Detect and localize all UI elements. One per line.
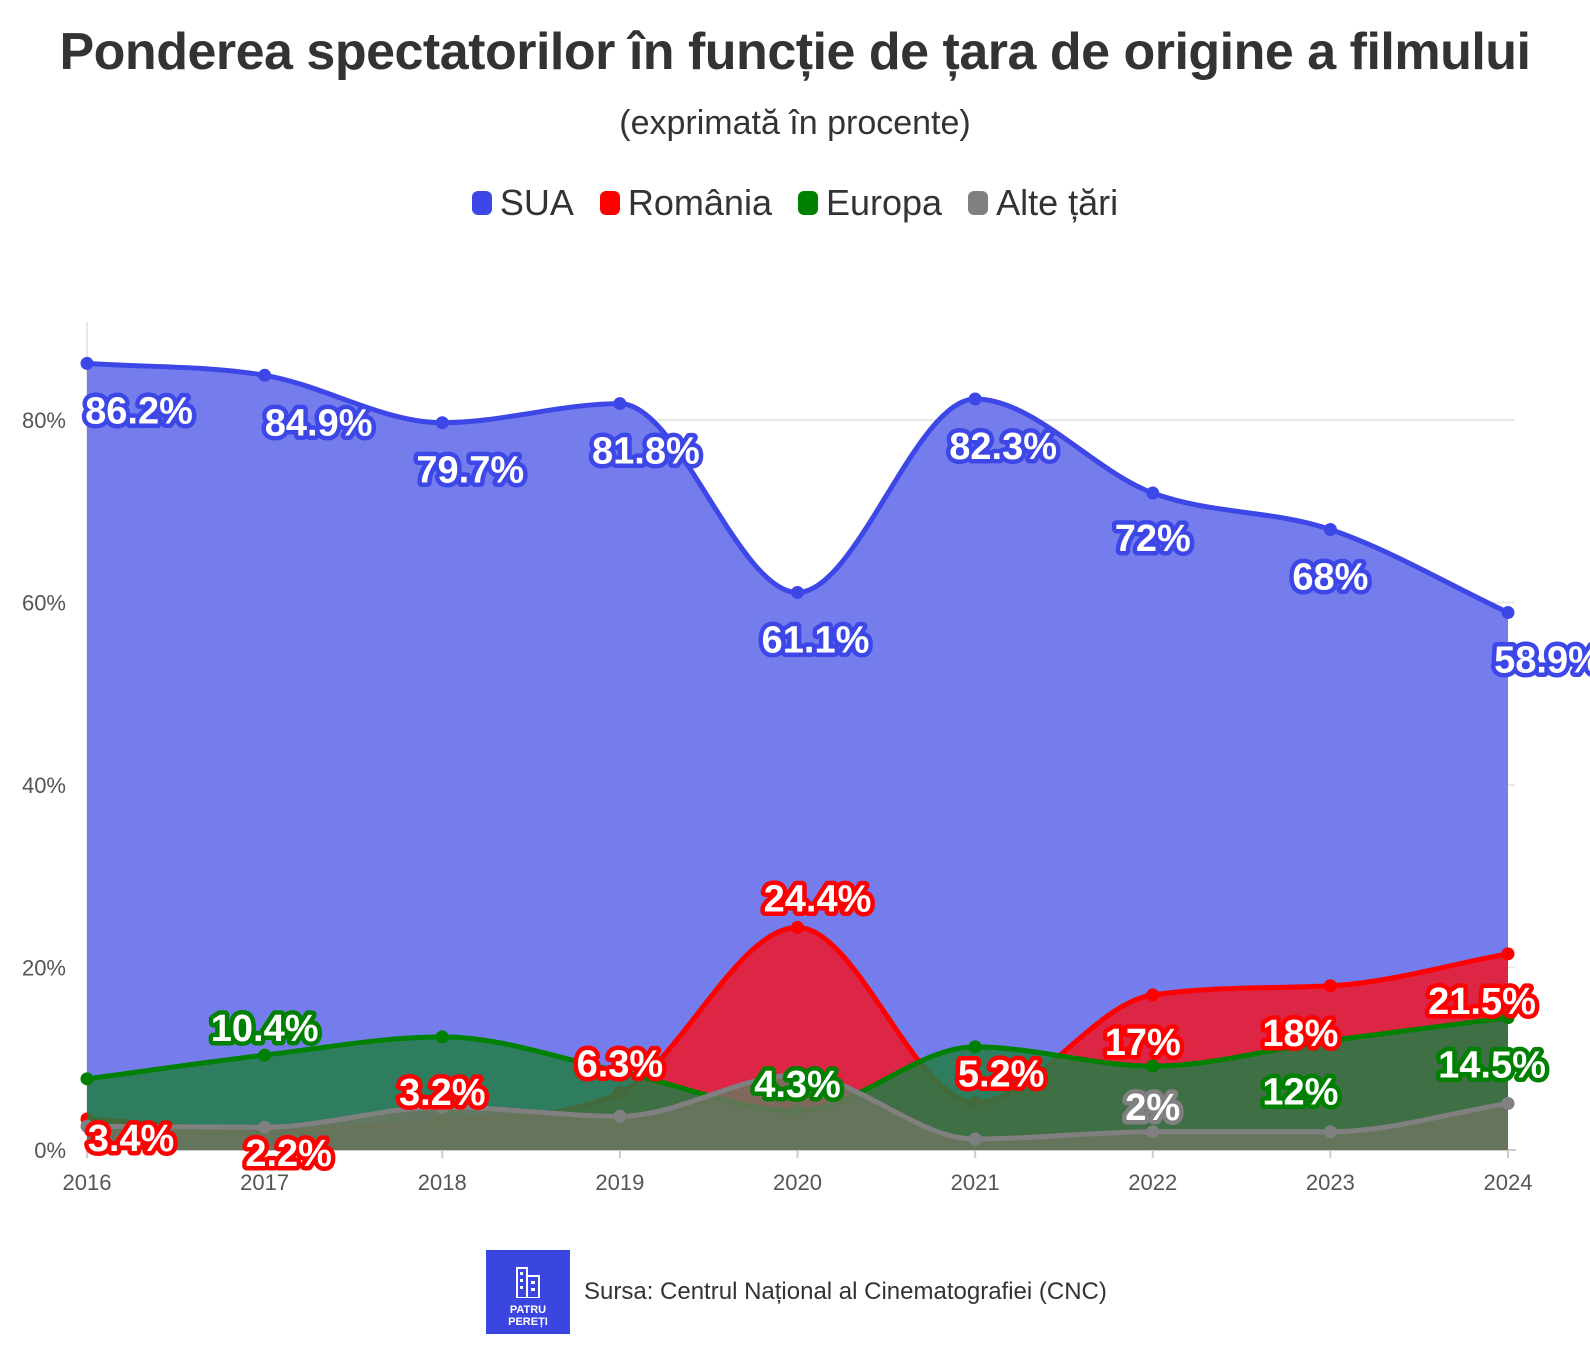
data-label-alte-tari: 2% [1125, 1087, 1180, 1129]
point-alte-tari[interactable] [791, 1068, 804, 1082]
point-sua[interactable] [1323, 523, 1337, 536]
building-icon [516, 1267, 540, 1298]
data-label-romania: 2.2% [245, 1133, 332, 1175]
x-tick-label: 2017 [240, 1170, 289, 1195]
point-alte-tari[interactable] [1501, 1096, 1515, 1110]
point-alte-tari[interactable] [968, 1132, 982, 1146]
data-label-europa: 10.4% [211, 1008, 319, 1050]
y-tick-label: 20% [22, 956, 66, 981]
point-alte-tari[interactable] [435, 1100, 449, 1114]
y-tick-label: 60% [22, 591, 66, 616]
y-tick-label: 40% [22, 773, 66, 798]
legend-label-romania: România [627, 182, 772, 223]
x-tick-label: 2018 [418, 1170, 467, 1195]
data-label-romania: 17% [1105, 1022, 1181, 1064]
y-tick-label: 0% [34, 1138, 66, 1163]
point-europa[interactable] [80, 1072, 94, 1086]
data-label-europa: 14.5% [1438, 1045, 1546, 1087]
data-label-sua: 68% [1292, 557, 1368, 599]
area-sua [87, 363, 1508, 1150]
data-label-sua: 82.3% [949, 426, 1057, 468]
legend-item-sua[interactable]: SUA [471, 182, 574, 224]
point-europa[interactable] [968, 1040, 982, 1054]
data-label-romania: 3.2% [399, 1072, 486, 1114]
point-sua[interactable] [435, 416, 449, 430]
point-romania[interactable] [791, 920, 804, 934]
point-alte-tari[interactable] [613, 1109, 627, 1123]
data-label-romania: 21.5% [1428, 981, 1536, 1023]
data-label-sua: 86.2% [85, 390, 193, 432]
x-tick-label: 2020 [773, 1170, 822, 1195]
legend-item-europa[interactable]: Europa [797, 182, 943, 224]
data-label-sua: 81.8% [592, 431, 700, 473]
legend-swatch-romania [599, 191, 620, 215]
point-europa[interactable] [1501, 1011, 1515, 1025]
data-label-romania: 5.2% [958, 1054, 1045, 1096]
point-sua[interactable] [1501, 606, 1515, 620]
chart-title: Ponderea spectatorilor în funcție de țar… [59, 23, 1531, 81]
data-label-europa: 4.3% [754, 1064, 841, 1106]
legend-item-romania[interactable]: România [599, 182, 772, 224]
point-sua[interactable] [80, 356, 94, 370]
data-label-sua: 79.7% [416, 450, 524, 492]
legend-swatch-europa [797, 191, 818, 215]
data-label-romania: 3.4% [88, 1118, 175, 1160]
legend: SUA România Europa Alte țări [0, 182, 1590, 224]
point-europa[interactable] [1146, 1059, 1160, 1073]
logo-text-line1: PATRU [509, 1304, 547, 1316]
x-tick-label: 2019 [595, 1170, 644, 1195]
legend-label-sua: SUA [499, 182, 574, 223]
legend-label-alte-tari: Alte țări [996, 182, 1119, 223]
point-europa[interactable] [613, 1065, 627, 1079]
point-alte-tari[interactable] [80, 1119, 94, 1133]
point-sua[interactable] [613, 397, 627, 411]
source-note: Sursa: Centrul Național al Cinematografi… [584, 1278, 1107, 1305]
data-label-romania: 6.3% [577, 1044, 664, 1086]
point-europa[interactable] [1323, 1034, 1337, 1047]
point-alte-tari[interactable] [1323, 1125, 1337, 1139]
x-tick-label: 2022 [1128, 1170, 1177, 1195]
point-romania[interactable] [1501, 947, 1515, 961]
area-alte-tari [87, 1075, 1508, 1150]
x-tick-label: 2024 [1484, 1170, 1533, 1195]
point-alte-tari[interactable] [258, 1120, 272, 1134]
legend-swatch-sua [471, 191, 492, 215]
y-tick-label: 80% [22, 408, 66, 433]
data-label-romania: 24.4% [764, 878, 872, 920]
data-label-europa: 12% [1262, 1072, 1338, 1114]
x-tick-label: 2016 [63, 1170, 112, 1195]
logo-text-line2: PEREȚI [508, 1316, 548, 1328]
logo: PATRU PEREȚI [486, 1250, 570, 1334]
data-label-sua: 58.9% [1494, 640, 1590, 682]
point-sua[interactable] [791, 585, 804, 599]
point-sua[interactable] [258, 368, 272, 382]
point-alte-tari[interactable] [1146, 1125, 1160, 1139]
point-romania[interactable] [1323, 979, 1337, 993]
point-europa[interactable] [435, 1030, 449, 1044]
data-label-sua: 84.9% [265, 402, 373, 444]
data-label-sua: 72% [1115, 518, 1191, 560]
legend-label-europa: Europa [825, 182, 943, 223]
point-sua[interactable] [968, 392, 982, 406]
chart-subtitle: (exprimată în procente) [619, 104, 971, 142]
data-label-sua: 61.1% [762, 619, 870, 661]
footer: PATRU PEREȚI Sursa: Centrul Național al … [486, 1250, 1107, 1334]
x-tick-label: 2021 [951, 1170, 1000, 1195]
point-sua[interactable] [1146, 486, 1160, 500]
point-europa[interactable] [258, 1048, 272, 1062]
x-tick-label: 2023 [1306, 1170, 1355, 1195]
data-label-romania: 18% [1262, 1013, 1338, 1055]
legend-swatch-alte-tari [968, 191, 989, 215]
point-romania[interactable] [1146, 988, 1160, 1002]
legend-item-alte-tari[interactable]: Alte țări [968, 182, 1118, 224]
